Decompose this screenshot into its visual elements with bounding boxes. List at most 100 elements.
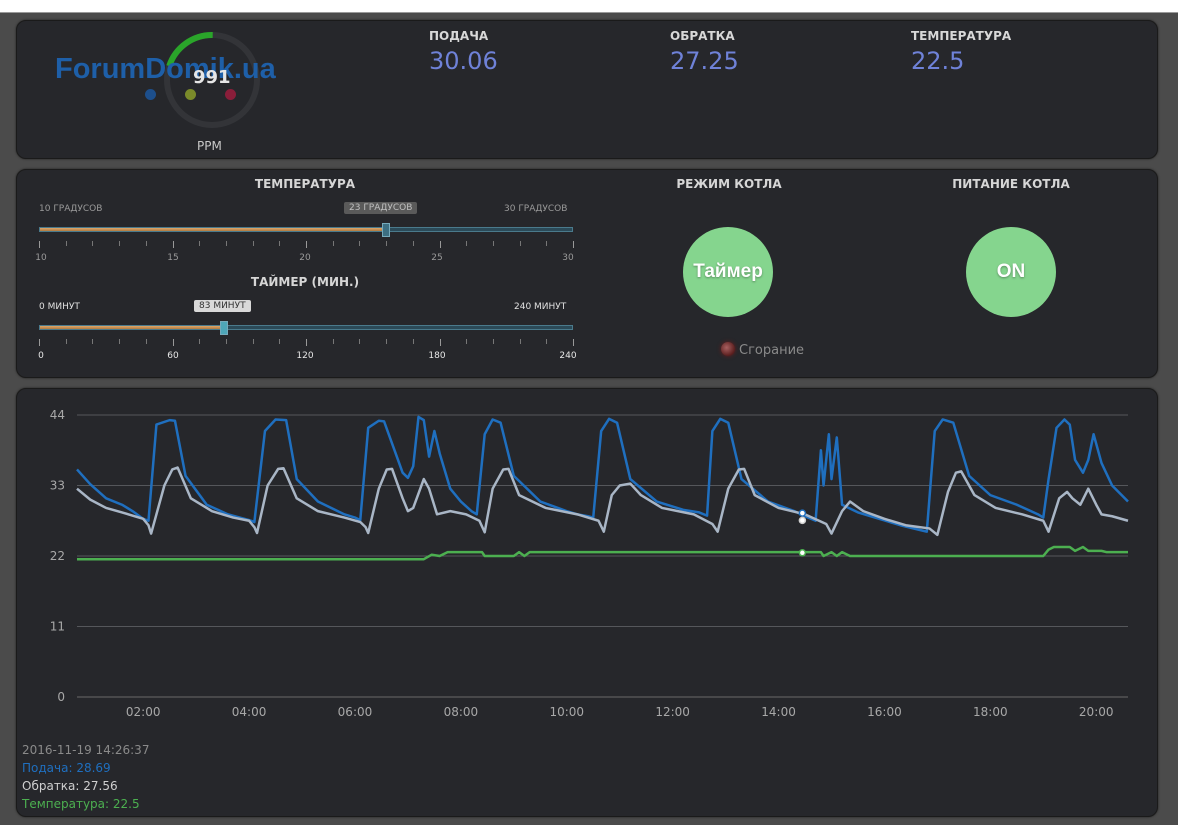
y-tick-label: 22 <box>50 549 65 563</box>
x-tick-label: 04:00 <box>232 705 267 719</box>
slider-tick <box>39 339 40 346</box>
series-line-1 <box>76 466 1129 537</box>
slider-tick <box>359 339 361 344</box>
slider-tick <box>412 241 414 246</box>
slider-tick <box>332 339 334 344</box>
temperature-tick-label: 10 <box>35 253 47 263</box>
chart-legend-return: Обратка: 27.56 <box>22 779 118 793</box>
timer-slider-track[interactable] <box>39 325 573 330</box>
gauge-label: PPM <box>197 139 222 153</box>
series-line-2 <box>77 545 1128 561</box>
return-value: 27.25 <box>670 47 739 75</box>
x-tick-label: 16:00 <box>867 705 902 719</box>
slider-tick <box>332 241 334 246</box>
timer-min-label: 0 МИНУТ <box>39 302 80 312</box>
slider-tick <box>306 339 307 346</box>
slider-tick <box>225 241 227 246</box>
slider-tick <box>546 339 548 344</box>
slider-tick <box>573 339 574 346</box>
slider-tick <box>439 339 441 346</box>
timer-tick-label: 180 <box>428 351 446 361</box>
chart-legend-supply: Подача: 28.69 <box>22 761 111 775</box>
temperature-slider-handle[interactable] <box>382 223 391 237</box>
timer-value-tag: 83 МИНУТ <box>194 300 251 312</box>
slider-tick <box>39 241 40 248</box>
slider-tick <box>65 241 67 246</box>
timer-tick-label: 0 <box>38 351 44 361</box>
slider-tick <box>492 339 494 344</box>
slider-tick <box>386 339 388 344</box>
boiler-mode-title: РЕЖИМ КОТЛА <box>676 177 782 191</box>
slider-tick <box>573 241 574 248</box>
combustion-indicator-label: Сгорание <box>739 343 805 358</box>
slider-tick <box>466 339 468 344</box>
timer-slider-handle[interactable] <box>219 321 228 335</box>
temperature-value-tag: 23 ГРАДУСОВ <box>344 202 418 214</box>
timer-max-label: 240 МИНУТ <box>514 302 567 312</box>
ppm-gauge <box>164 32 260 128</box>
slider-tick <box>519 241 521 246</box>
hover-marker <box>798 516 807 525</box>
chart-legend-temperature: Температура: 22.5 <box>22 797 140 811</box>
slider-tick <box>412 339 414 344</box>
gauge-dot-olive <box>185 89 196 100</box>
supply-label: ПОДАЧА <box>429 29 489 43</box>
slider-tick <box>172 241 174 248</box>
hover-marker <box>798 549 807 557</box>
slider-tick <box>199 339 201 344</box>
x-tick-label: 12:00 <box>655 705 690 719</box>
slider-tick <box>279 339 281 344</box>
y-tick-label: 0 <box>57 690 65 704</box>
history-chart[interactable]: 44 33 22 11 0 02:00 04:00 06:00 08:00 10:00 12:00… <box>17 389 1157 729</box>
timer-tick-label: 120 <box>296 351 314 361</box>
slider-tick <box>466 241 468 246</box>
timer-slider-title: ТАЙМЕР (МИН.) <box>250 275 360 289</box>
temperature-tick-label: 20 <box>299 253 311 263</box>
slider-tick <box>252 339 254 344</box>
y-tick-label: 11 <box>50 620 65 634</box>
y-tick-label: 44 <box>50 408 65 422</box>
temperature-max-label: 30 ГРАДУСОВ <box>504 204 568 214</box>
y-tick-label: 33 <box>50 479 65 493</box>
hover-marker <box>798 509 807 517</box>
slider-tick <box>546 241 548 246</box>
slider-tick <box>492 241 494 246</box>
boiler-power-button[interactable]: ON <box>966 227 1056 317</box>
slider-tick <box>119 241 121 246</box>
slider-tick <box>92 241 94 246</box>
slider-tick <box>306 241 307 248</box>
boiler-mode-button[interactable]: Таймер <box>683 227 773 317</box>
gauge-dot-red <box>225 89 236 100</box>
status-panel: ForumDomik.ua 991 PPM ПОДАЧА 30.06 ОБРАТ… <box>16 20 1158 159</box>
chart-legend-timestamp: 2016-11-19 14:26:37 <box>22 743 150 757</box>
slider-tick <box>225 339 227 344</box>
x-tick-label: 06:00 <box>338 705 373 719</box>
temperature-value: 22.5 <box>911 47 965 75</box>
temperature-tick-label: 25 <box>431 253 443 263</box>
slider-tick <box>65 339 67 344</box>
gauge-dot-blue <box>145 89 156 100</box>
site-logo: ForumDomik.ua <box>55 53 276 85</box>
slider-tick <box>279 241 281 246</box>
slider-tick <box>92 339 94 344</box>
slider-tick <box>172 339 174 346</box>
slider-tick <box>145 339 147 344</box>
slider-tick <box>439 241 441 248</box>
slider-tick <box>199 241 201 246</box>
x-tick-label: 02:00 <box>126 705 161 719</box>
x-tick-label: 08:00 <box>444 705 479 719</box>
temperature-slider-track[interactable] <box>39 227 573 232</box>
slider-tick <box>386 241 388 246</box>
return-label: ОБРАТКА <box>670 29 735 43</box>
supply-value: 30.06 <box>429 47 498 75</box>
slider-tick <box>519 339 521 344</box>
slider-tick <box>119 339 121 344</box>
x-tick-label: 18:00 <box>973 705 1008 719</box>
slider-tick <box>252 241 254 246</box>
timer-tick-label: 240 <box>559 351 577 361</box>
temperature-slider-fill <box>40 228 386 231</box>
x-tick-label: 20:00 <box>1079 705 1114 719</box>
temperature-tick-label: 15 <box>167 253 179 263</box>
timer-slider-fill <box>40 326 224 329</box>
browser-top-strip <box>0 0 1178 13</box>
